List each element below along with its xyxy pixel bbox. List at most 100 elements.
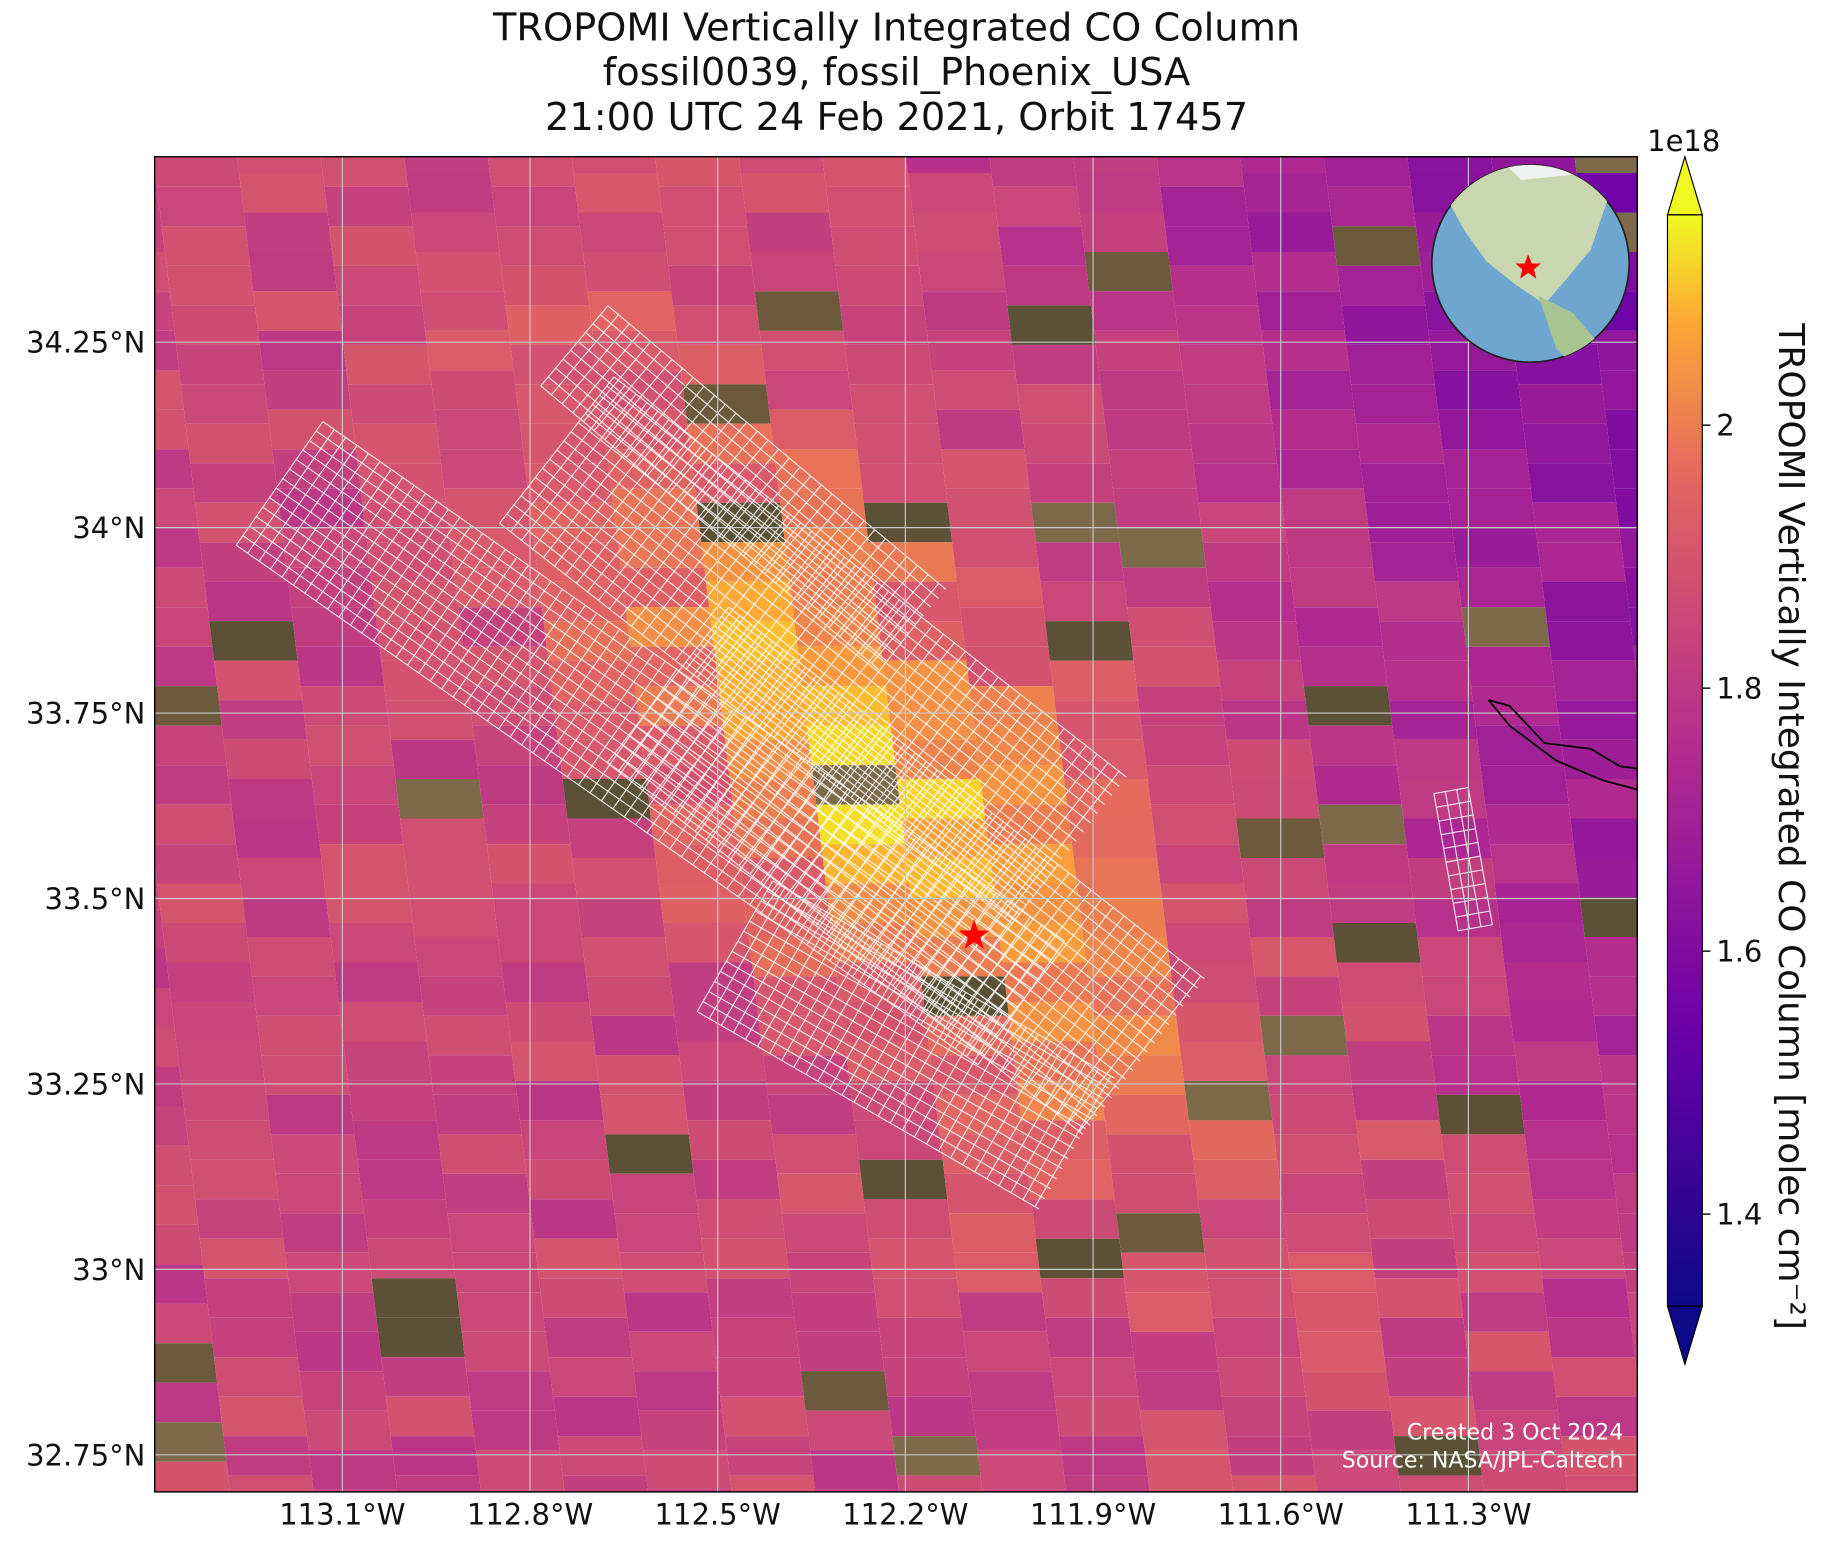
tile	[873, 1278, 962, 1318]
y-tick-label: 33°N	[72, 1253, 145, 1287]
tile	[791, 1292, 880, 1332]
tile	[1815, 765, 1821, 804]
mesh-line	[1448, 869, 1483, 877]
tile	[1323, 156, 1412, 187]
tile	[590, 1015, 680, 1056]
tile	[1723, 1397, 1811, 1436]
tile	[1002, 265, 1091, 306]
tile	[385, 1396, 475, 1437]
tile	[1221, 1396, 1311, 1437]
tile	[754, 291, 844, 331]
tile	[887, 700, 976, 740]
tile	[166, 962, 255, 1002]
tile	[1623, 567, 1638, 608]
tile	[0, 1028, 12, 1067]
tile	[286, 567, 375, 608]
tile	[701, 542, 790, 582]
tile	[868, 1238, 957, 1279]
tile	[1393, 739, 1483, 780]
mesh-line	[958, 881, 1081, 1038]
tile	[176, 1041, 265, 1081]
mesh-line	[753, 484, 822, 566]
x-tick-label: 113.1°W	[279, 1497, 405, 1531]
mesh-line	[760, 900, 1104, 1099]
colorbar-tick-label: 2	[1716, 409, 1734, 443]
tile	[1447, 488, 1536, 529]
tile	[1527, 1159, 1617, 1200]
tile	[1275, 449, 1364, 489]
tile	[587, 291, 676, 331]
mesh-line	[711, 448, 780, 530]
tile	[154, 528, 203, 568]
tile	[863, 1199, 953, 1239]
tile	[1614, 488, 1638, 529]
tile	[1360, 1159, 1449, 1200]
tile	[949, 1213, 1038, 1253]
tile	[1273, 1134, 1363, 1174]
tile	[534, 542, 623, 582]
mesh-line	[498, 604, 586, 730]
tile	[1575, 857, 1638, 898]
tile	[0, 1383, 55, 1422]
tile	[882, 1357, 972, 1397]
tile	[1246, 212, 1336, 252]
tile	[0, 647, 50, 686]
mesh-line	[877, 985, 955, 1117]
mesh-line	[1078, 975, 1202, 1132]
tile	[1297, 1331, 1386, 1372]
tile	[444, 488, 533, 529]
tile	[1193, 463, 1282, 503]
mesh-line	[1012, 924, 1136, 1081]
tile	[270, 1134, 360, 1174]
mesh-line	[769, 922, 846, 1054]
tile	[154, 251, 170, 292]
tile	[395, 1475, 481, 1492]
tile	[1560, 739, 1638, 780]
mesh-line	[406, 541, 495, 666]
tile	[796, 1331, 885, 1372]
tile	[892, 1436, 981, 1476]
tile	[371, 1278, 461, 1318]
tile	[258, 330, 347, 371]
tile	[655, 156, 743, 187]
tile	[1054, 700, 1143, 740]
tile	[1093, 330, 1183, 371]
tile	[433, 1094, 522, 1135]
tile	[1646, 1450, 1734, 1489]
mesh-line	[532, 628, 621, 754]
tile	[917, 251, 1006, 292]
tile	[778, 488, 867, 529]
tile	[1374, 1278, 1464, 1318]
tile	[816, 804, 905, 845]
tile	[1130, 1331, 1219, 1372]
tile	[0, 489, 31, 528]
tile	[687, 1120, 776, 1160]
mesh-line	[1067, 967, 1191, 1124]
mesh-line	[714, 980, 1057, 1180]
tile	[262, 370, 352, 410]
tile	[1040, 1278, 1129, 1318]
tile	[47, 1357, 135, 1396]
tile	[1556, 700, 1638, 740]
tile	[348, 384, 437, 424]
tile	[931, 370, 1020, 410]
tile	[1226, 739, 1315, 780]
y-tick-label: 33.25°N	[26, 1067, 145, 1101]
colorbar-frame	[1666, 214, 1703, 1307]
mesh-line	[731, 950, 1075, 1150]
tile	[805, 1410, 894, 1451]
mesh-line	[441, 565, 529, 690]
mesh-line	[962, 1033, 1039, 1166]
tile	[1084, 251, 1173, 292]
mesh-line	[749, 718, 872, 875]
tile	[1174, 1001, 1263, 1042]
mesh-line	[1433, 793, 1459, 931]
tile	[10, 356, 98, 395]
tile	[993, 186, 1082, 227]
tile	[154, 1027, 180, 1067]
tile	[434, 409, 523, 450]
annotation: Created 3 Oct 2024	[1407, 1421, 1624, 1446]
tile	[1179, 1041, 1268, 1081]
mesh-line	[589, 668, 678, 794]
mesh-line	[782, 744, 905, 901]
